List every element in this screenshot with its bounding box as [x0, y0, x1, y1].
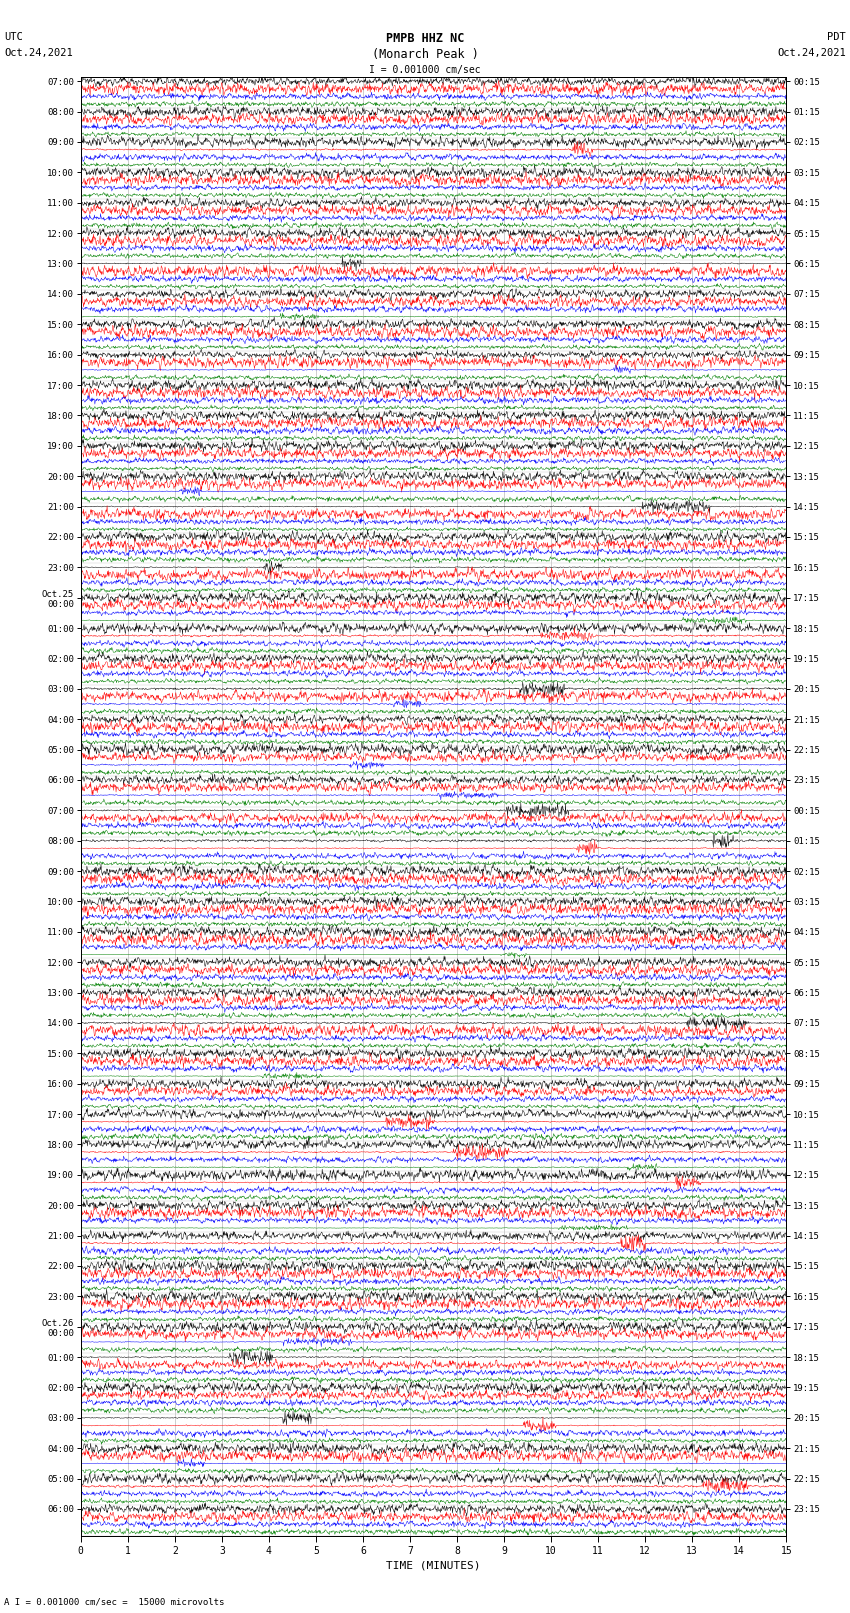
X-axis label: TIME (MINUTES): TIME (MINUTES)	[386, 1560, 481, 1569]
Text: PMPB HHZ NC: PMPB HHZ NC	[386, 32, 464, 45]
Text: (Monarch Peak ): (Monarch Peak )	[371, 48, 479, 61]
Text: A I = 0.001000 cm/sec =  15000 microvolts: A I = 0.001000 cm/sec = 15000 microvolts	[4, 1597, 224, 1607]
Text: Oct.24,2021: Oct.24,2021	[777, 48, 846, 58]
Text: UTC: UTC	[4, 32, 23, 42]
Text: PDT: PDT	[827, 32, 846, 42]
Text: Oct.24,2021: Oct.24,2021	[4, 48, 73, 58]
Text: I = 0.001000 cm/sec: I = 0.001000 cm/sec	[369, 65, 481, 74]
